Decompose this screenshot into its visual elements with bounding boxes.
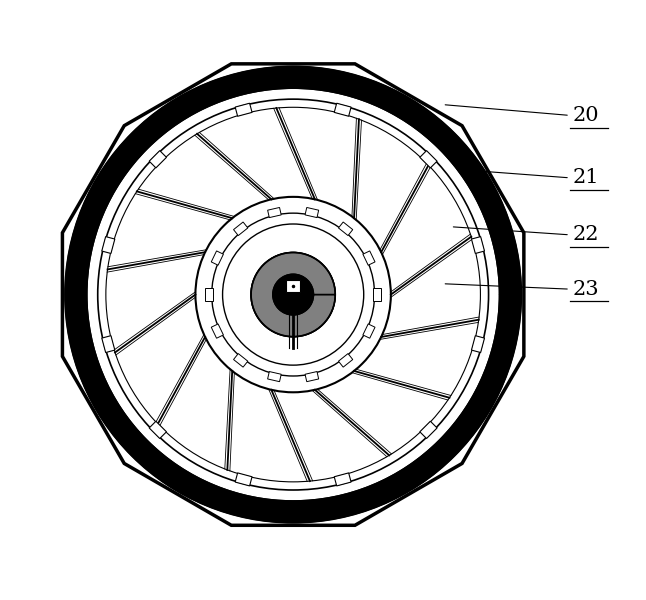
FancyBboxPatch shape [235,473,252,486]
FancyBboxPatch shape [472,335,484,353]
FancyBboxPatch shape [334,103,351,116]
FancyBboxPatch shape [363,324,375,338]
Bar [286,280,300,292]
FancyBboxPatch shape [267,208,281,218]
FancyBboxPatch shape [305,371,318,382]
FancyBboxPatch shape [373,289,381,301]
FancyBboxPatch shape [472,236,484,253]
Polygon shape [251,253,335,337]
FancyBboxPatch shape [363,251,375,265]
Polygon shape [65,67,521,523]
FancyBboxPatch shape [102,236,115,253]
Polygon shape [63,64,524,525]
FancyBboxPatch shape [339,353,353,367]
FancyBboxPatch shape [149,151,167,168]
FancyBboxPatch shape [205,289,213,301]
FancyBboxPatch shape [334,473,351,486]
Text: 20: 20 [573,106,599,125]
FancyBboxPatch shape [339,222,353,236]
FancyBboxPatch shape [235,103,252,116]
FancyBboxPatch shape [420,421,437,439]
Text: 21: 21 [573,169,599,187]
Text: 22: 22 [573,226,599,244]
FancyBboxPatch shape [149,421,167,439]
Circle shape [251,253,335,337]
Circle shape [273,274,313,315]
Text: 23: 23 [573,280,599,299]
FancyBboxPatch shape [211,324,224,338]
FancyBboxPatch shape [102,335,115,353]
FancyBboxPatch shape [211,251,224,265]
FancyBboxPatch shape [305,208,318,218]
FancyBboxPatch shape [267,371,281,382]
FancyBboxPatch shape [234,222,248,236]
FancyBboxPatch shape [420,151,437,168]
FancyBboxPatch shape [234,353,248,367]
